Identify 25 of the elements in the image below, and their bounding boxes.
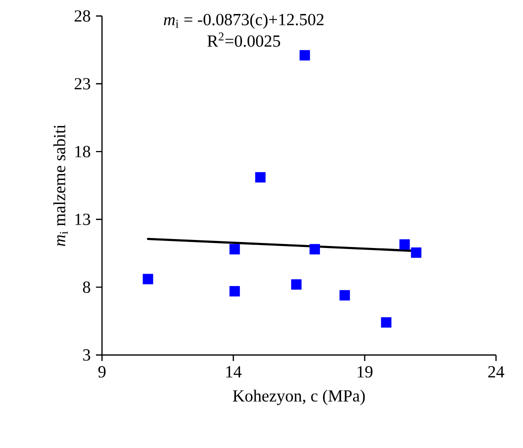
y-tick-label: 13 <box>75 214 90 226</box>
y-tick-label: 8 <box>83 281 90 293</box>
point <box>142 274 154 284</box>
annotation: R$^{2}$=0.0025 <box>207 32 280 47</box>
point <box>229 286 240 296</box>
x-tick-label: 24 <box>488 366 504 378</box>
point <box>229 244 240 254</box>
point <box>300 50 310 61</box>
x-tick-label: 14 <box>226 366 242 378</box>
y-tick-label: 28 <box>74 10 90 22</box>
x-axis-title: Kohezyon, c (MPa) <box>232 390 365 406</box>
point <box>399 239 410 250</box>
y-tick-label: 3 <box>83 349 90 361</box>
point <box>255 172 266 183</box>
point <box>291 279 302 290</box>
point <box>381 317 392 328</box>
x-tick-label: 9 <box>98 366 106 378</box>
point <box>410 247 422 258</box>
y-tick-label: 18 <box>75 146 90 158</box>
point <box>340 290 350 301</box>
y-axis-title: m$_{i}$ malzeme sabiti <box>53 124 68 246</box>
x-tick-label: 19 <box>358 366 372 378</box>
y-tick-label: 23 <box>74 78 90 90</box>
annotation: m$_{i}$ = -0.0873(c)+12.502 <box>164 13 324 29</box>
point <box>310 244 320 254</box>
